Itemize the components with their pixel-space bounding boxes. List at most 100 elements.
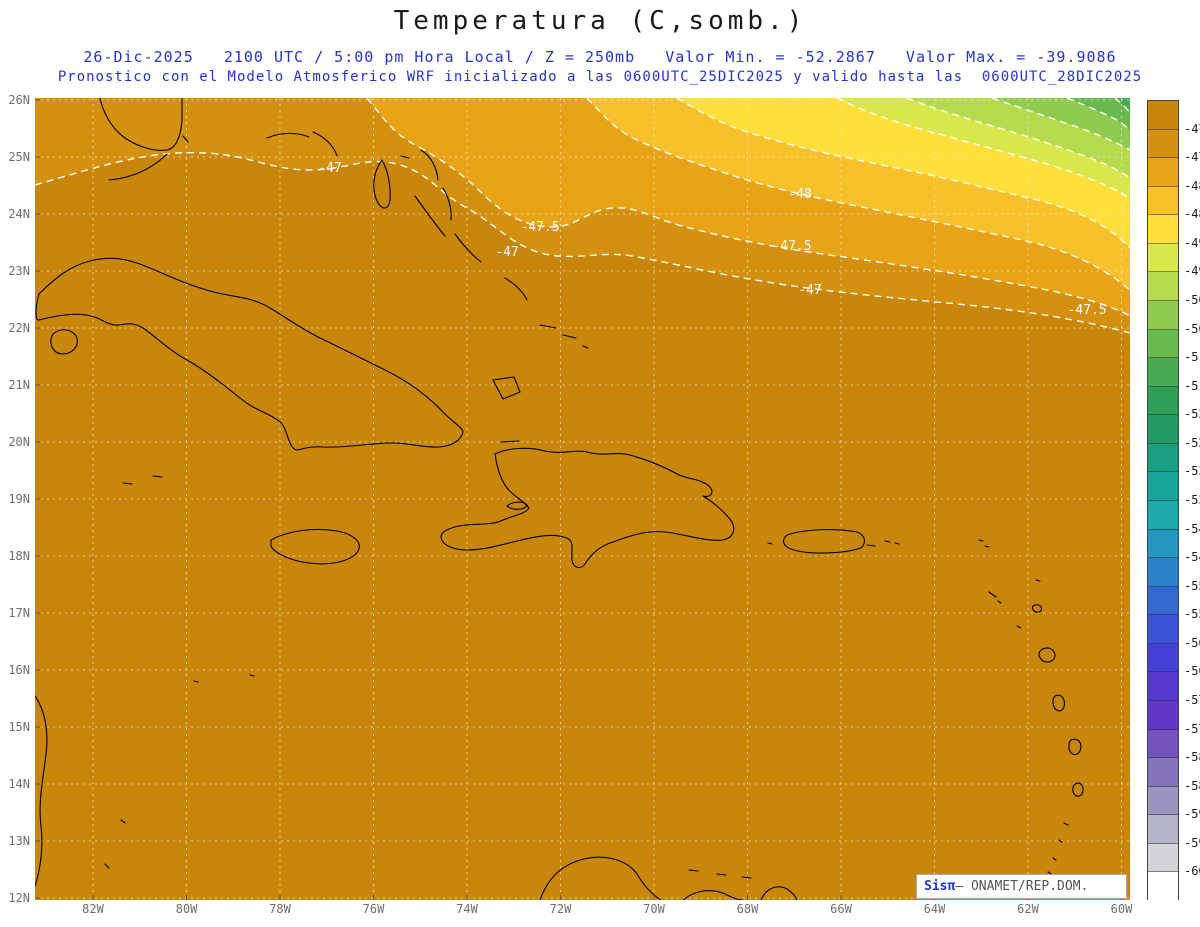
colorbar-swatch bbox=[1148, 501, 1178, 530]
colorbar-label: -48 bbox=[1184, 178, 1200, 193]
colorbar-label: -53.5 bbox=[1184, 493, 1200, 507]
colorbar-swatch bbox=[1148, 186, 1178, 216]
colorbar-swatch bbox=[1148, 386, 1178, 416]
lon-axis: 82W 80W 78W 76W 74W 72W 70W 68W 66W 64W 62W 60W bbox=[35, 902, 1132, 920]
colorbar-label: -47 bbox=[1184, 121, 1200, 136]
colorbar-swatch bbox=[1148, 843, 1178, 873]
contour-label: -47.5 bbox=[1067, 303, 1106, 318]
lat-label: 26N bbox=[8, 93, 30, 107]
lon-label: 70W bbox=[643, 902, 665, 916]
coast-grand-bahama bbox=[266, 132, 310, 139]
contour-label: -47 bbox=[798, 283, 821, 298]
coast-florida-keys bbox=[108, 153, 168, 181]
lon-label: 68W bbox=[736, 902, 759, 916]
grid-lines bbox=[35, 98, 1130, 900]
colorbar-swatch bbox=[1148, 243, 1178, 273]
lat-label: 16N bbox=[8, 663, 30, 677]
watermark-brand: Sisπ bbox=[924, 879, 956, 894]
lat-label: 25N bbox=[8, 150, 30, 164]
coast-guajira bbox=[539, 856, 662, 900]
colorbar-bar bbox=[1147, 100, 1179, 901]
coast-venezuela bbox=[682, 890, 744, 900]
watermark-text: – ONAMET/REP.DOM. bbox=[955, 879, 1089, 894]
colorbar-label: -57 bbox=[1184, 693, 1200, 707]
map-canvas: -47-47.5-47-48-47.5-47-47.5 bbox=[35, 98, 1130, 900]
colorbar-swatch bbox=[1148, 215, 1178, 244]
colorbar-swatch bbox=[1148, 301, 1178, 330]
lat-label: 19N bbox=[8, 492, 30, 506]
forecast-datetime-line: 26-Dic-2025 2100 UTC / 5:00 pm Hora Loca… bbox=[83, 48, 1117, 66]
coast-paraguana bbox=[760, 886, 798, 900]
contour-label: -47 bbox=[318, 161, 341, 176]
coast-st-lucia bbox=[1072, 782, 1084, 797]
colorbar-label: -57.5 bbox=[1184, 721, 1200, 736]
map-area: -47 -47.5 -47 -48 -47.5 -47 -47.5 bbox=[35, 98, 1130, 900]
lat-label: 23N bbox=[8, 264, 30, 278]
colorbar: -47 -47.5 -48 -48.5 -49 -49.5 -50 -50.5 -51 -51.5… bbox=[1147, 100, 1200, 901]
colorbar-swatch bbox=[1148, 129, 1178, 159]
colorbar-swatch bbox=[1148, 443, 1178, 473]
colorbar-label: -47.5 bbox=[1184, 150, 1200, 165]
colorbar-swatch bbox=[1148, 729, 1178, 759]
coast-martinique bbox=[1068, 738, 1082, 756]
colorbar-label: -51 bbox=[1184, 350, 1200, 365]
colorbar-label: -49 bbox=[1184, 235, 1200, 250]
lat-label: 21N bbox=[8, 378, 30, 392]
contour-lines bbox=[35, 98, 1130, 334]
colorbar-swatch bbox=[1148, 758, 1178, 787]
temperature-bands bbox=[35, 98, 1130, 333]
lon-label: 72W bbox=[549, 902, 572, 916]
contour-label: -47.5 bbox=[772, 239, 811, 254]
colorbar-swatch bbox=[1148, 643, 1178, 673]
lat-label: 20N bbox=[8, 435, 30, 449]
lon-label: 60W bbox=[1110, 902, 1133, 916]
coastlines bbox=[35, 98, 1084, 900]
lat-label: 15N bbox=[8, 720, 30, 734]
contour-labels-group: -47-47.5-47-48-47.5-47-47.5 bbox=[318, 161, 1106, 318]
coast-guadeloupe bbox=[1038, 647, 1056, 663]
coast-puerto-rico bbox=[782, 529, 866, 554]
contour-label: -48 bbox=[788, 187, 811, 202]
coast-antigua bbox=[1032, 604, 1042, 613]
colorbar-swatch bbox=[1148, 815, 1178, 844]
colorbar-swatch bbox=[1148, 786, 1178, 816]
lat-label: 14N bbox=[8, 777, 30, 791]
lon-label: 80W bbox=[175, 902, 198, 916]
colorbar-swatch bbox=[1148, 529, 1178, 559]
colorbar-swatch bbox=[1148, 872, 1178, 901]
colorbar-swatch bbox=[1148, 615, 1178, 644]
lat-label: 18N bbox=[8, 549, 30, 563]
coast-gonave bbox=[506, 501, 528, 510]
coast-eleuthera bbox=[420, 149, 439, 181]
colorbar-label: -55.5 bbox=[1184, 607, 1200, 622]
colorbar-label: -54 bbox=[1184, 521, 1200, 536]
colorbar-swatch bbox=[1148, 158, 1178, 187]
colorbar-label: -53 bbox=[1184, 464, 1200, 479]
lon-label: 78W bbox=[269, 902, 291, 916]
coast-dominica bbox=[1052, 694, 1065, 712]
coast-cuba bbox=[35, 257, 464, 451]
lon-label: 62W bbox=[1017, 902, 1039, 916]
contour-label: -47.5 bbox=[520, 220, 559, 235]
coast-hispaniola bbox=[440, 447, 735, 569]
coast-andros bbox=[373, 159, 391, 209]
colorbar-label: -51.5 bbox=[1184, 378, 1200, 393]
lon-label: 66W bbox=[830, 902, 852, 916]
coast-isla-juventud bbox=[50, 329, 78, 355]
lon-label: 74W bbox=[456, 902, 478, 916]
model-info-line: Pronostico con el Modelo Atmosferico WRF… bbox=[57, 69, 1143, 85]
watermark: Sisπ – ONAMET/REP.DOM. bbox=[916, 874, 1127, 899]
colorbar-label: -48.5 bbox=[1184, 207, 1200, 222]
colorbar-swatch bbox=[1148, 329, 1178, 359]
coast-nicaragua bbox=[35, 695, 48, 887]
lat-label: 12N bbox=[8, 891, 30, 905]
colorbar-label: -58.5 bbox=[1184, 778, 1200, 793]
colorbar-swatch bbox=[1148, 415, 1178, 444]
coast-florida bbox=[99, 98, 183, 151]
colorbar-label: -52 bbox=[1184, 407, 1200, 422]
colorbar-swatch bbox=[1148, 586, 1178, 616]
lat-axis: 26N 25N 24N 23N 22N 21N 20N 19N 18N 17N 16N 15N 14N 1… bbox=[0, 93, 33, 905]
colorbar-label: -59.5 bbox=[1184, 835, 1200, 850]
coast-great-inagua bbox=[492, 376, 521, 400]
lat-label: 24N bbox=[8, 207, 30, 221]
